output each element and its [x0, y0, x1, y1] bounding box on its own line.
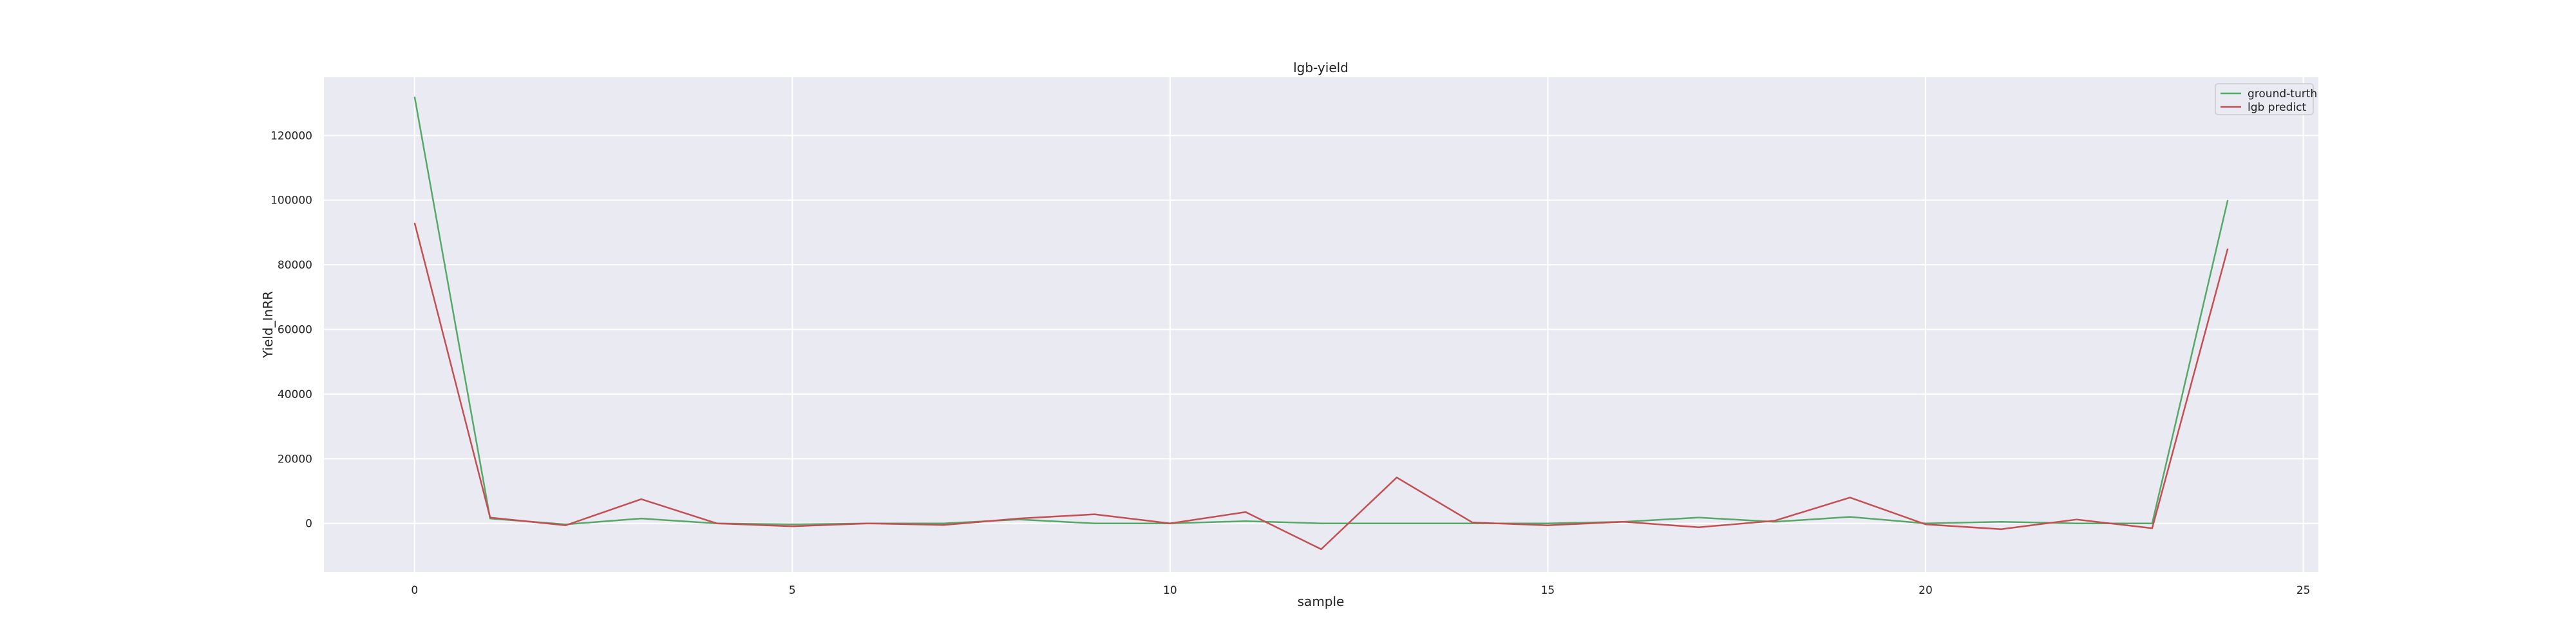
y-tick-label: 80000	[278, 259, 312, 272]
y-tick-label: 100000	[270, 194, 312, 207]
y-axis-ticks: 0 20000 40000 60000 80000 100000 120000	[270, 129, 312, 530]
x-tick-label: 25	[2297, 584, 2311, 597]
series-line-lgb-predict	[413, 222, 2229, 551]
y-tick-label: 60000	[278, 324, 312, 337]
x-tick-label: 10	[1163, 584, 1177, 597]
y-tick-label: 20000	[278, 453, 312, 466]
x-tick-label: 5	[789, 584, 796, 597]
x-tick-label: 15	[1541, 584, 1555, 597]
chart-title: lgb-yield	[1293, 60, 1349, 75]
y-axis-label: Yield_InRR	[260, 291, 276, 359]
y-tick-label: 0	[305, 518, 312, 531]
plot-background	[324, 77, 2318, 572]
legend-label: ground-turth	[2248, 88, 2317, 100]
x-axis-ticks: 0 5 10 15 20 25	[411, 584, 2310, 597]
legend-label: lgb predict	[2248, 101, 2306, 114]
grid	[324, 77, 2318, 572]
x-tick-label: 0	[411, 584, 418, 597]
x-tick-label: 20	[1918, 584, 1933, 597]
x-axis-label: sample	[1298, 594, 1345, 609]
series-lines	[413, 96, 2229, 551]
y-tick-label: 40000	[278, 388, 312, 401]
y-tick-label: 120000	[270, 129, 312, 142]
